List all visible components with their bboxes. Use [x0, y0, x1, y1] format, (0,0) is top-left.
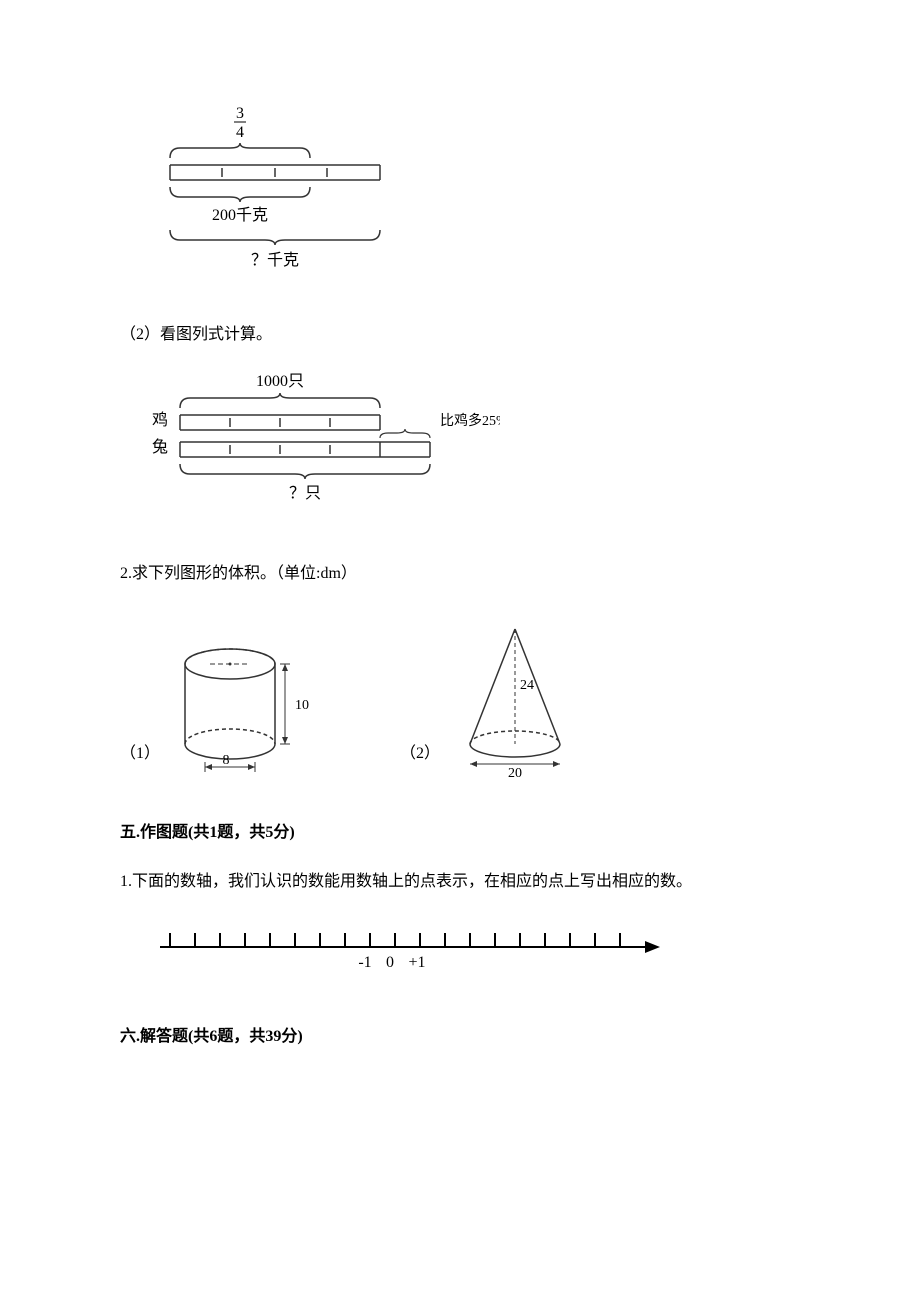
fraction-numerator: 3: [236, 105, 244, 122]
number-line-diagram: -1 0 +1: [140, 917, 800, 993]
label-more-25: 比鸡多25%: [440, 412, 500, 429]
chicken-rabbit-diagram: 1000只 鸡 兔 比鸡多25% ？只: [140, 370, 800, 531]
problem-2-volume: 2.求下列图形的体积。（单位:dm）: [120, 560, 800, 589]
label-pos1: +1: [408, 954, 425, 971]
chicken-rabbit-svg: 1000只 鸡 兔 比鸡多25% ？只: [140, 370, 500, 520]
cone-label: （2）: [400, 740, 440, 769]
cylinder-base: 8: [223, 753, 230, 768]
cone-base: 20: [508, 766, 522, 779]
section-5-title: 五.作图题(共1题，共5分): [120, 819, 800, 848]
cylinder-svg: 10 8: [170, 639, 320, 779]
volume-figures-row: （1） 10 8: [120, 619, 800, 779]
cone-svg: 24 20: [450, 619, 590, 779]
label-1000: 1000只: [256, 373, 304, 390]
fraction-diagram: 3 4 200千克 ？千克: [140, 100, 800, 291]
cone-figure: （2） 24 20: [400, 619, 590, 779]
label-question-count: ？只: [289, 485, 321, 502]
section-5-q1: 1.下面的数轴，我们认识的数能用数轴上的点表示，在相应的点上写出相应的数。: [120, 868, 800, 897]
number-line-svg: -1 0 +1: [140, 917, 680, 982]
question-2-prompt: （2）看图列式计算。: [120, 321, 800, 350]
cone-height: 24: [520, 678, 534, 693]
label-neg1: -1: [358, 954, 371, 971]
fraction-denominator: 4: [236, 124, 244, 141]
label-rabbit: 兔: [152, 438, 168, 456]
fraction-diagram-svg: 3 4 200千克 ？千克: [140, 100, 400, 280]
label-200kg: 200千克: [212, 206, 268, 224]
label-chicken: 鸡: [152, 411, 168, 429]
label-zero: 0: [386, 954, 394, 971]
cylinder-figure: （1） 10 8: [120, 639, 320, 779]
label-question-kg: ？千克: [251, 251, 299, 269]
cylinder-height: 10: [295, 698, 309, 713]
section-6-title: 六.解答题(共6题，共39分): [120, 1023, 800, 1052]
cylinder-label: （1）: [120, 740, 160, 769]
